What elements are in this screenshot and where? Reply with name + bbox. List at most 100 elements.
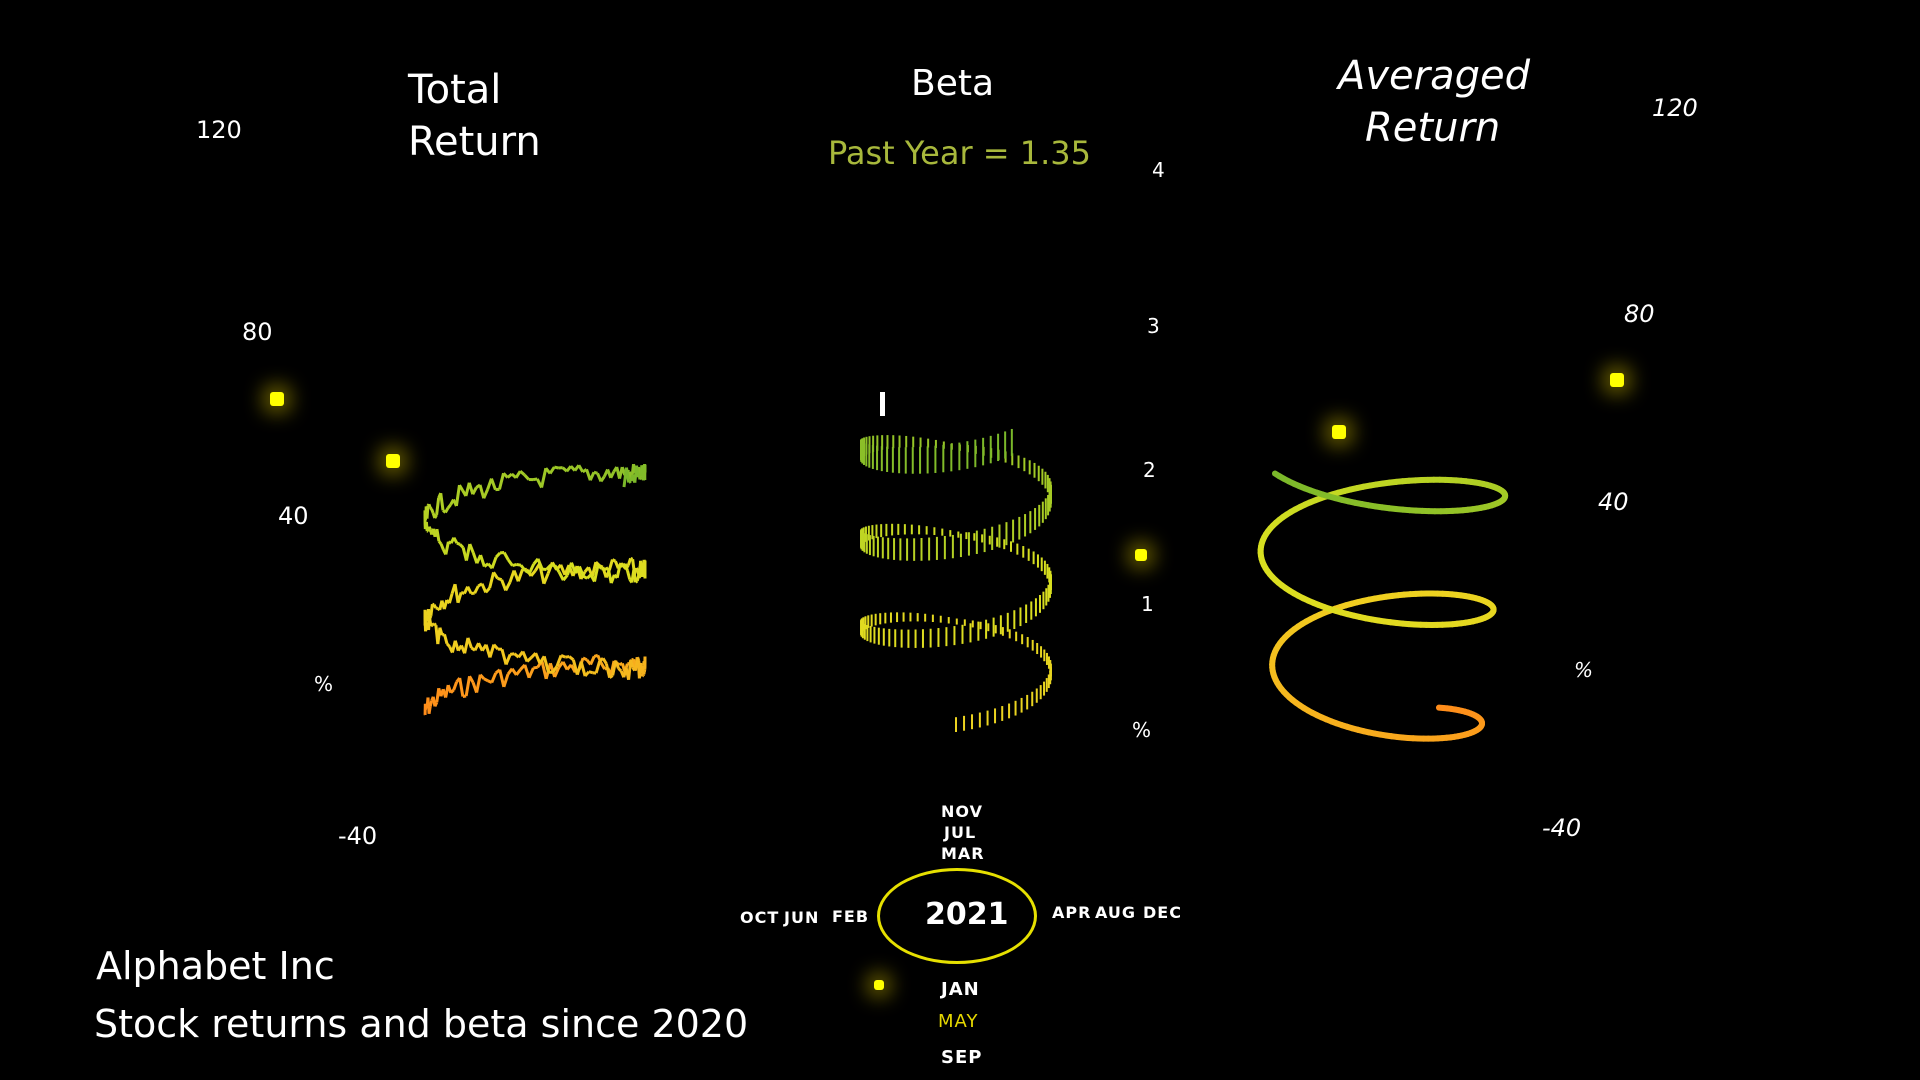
total-return-segment bbox=[429, 603, 434, 617]
ar-tick-pct: % bbox=[1574, 658, 1594, 682]
total-return-segment bbox=[484, 586, 491, 594]
beta-bar bbox=[892, 435, 895, 449]
total-return-segment bbox=[601, 567, 606, 571]
total-return-segment bbox=[484, 644, 492, 658]
total-return-segment bbox=[512, 563, 518, 568]
total-return-segment bbox=[504, 581, 512, 592]
total-return-segment bbox=[461, 547, 468, 561]
month-nov[interactable]: NOV bbox=[941, 802, 983, 821]
total-return-segment bbox=[536, 558, 544, 570]
total-return-segment bbox=[611, 660, 618, 676]
month-dec[interactable]: DEC bbox=[1143, 903, 1182, 922]
total-return-segment bbox=[553, 564, 561, 573]
beta-bar bbox=[1036, 554, 1039, 568]
beta-bar bbox=[905, 435, 908, 448]
total-return-segment bbox=[448, 646, 454, 654]
beta-bar bbox=[868, 535, 871, 556]
month-feb[interactable]: FEB bbox=[832, 907, 870, 926]
month-aug[interactable]: AUG bbox=[1095, 903, 1137, 922]
total-return-segment bbox=[513, 652, 520, 659]
total-return-segment bbox=[528, 563, 536, 574]
total-return-segment bbox=[598, 657, 605, 663]
total-return-segment bbox=[430, 508, 435, 514]
beta-bar bbox=[1019, 607, 1022, 627]
beta-tick-1: 1 bbox=[1141, 592, 1154, 616]
beta-bar bbox=[945, 627, 948, 647]
month-jul[interactable]: JUL bbox=[944, 823, 977, 842]
total-return-segment bbox=[432, 603, 438, 609]
month-oct[interactable]: OCT bbox=[740, 908, 780, 927]
beta-axis-marker bbox=[1135, 549, 1147, 561]
month-sep[interactable]: SEP bbox=[941, 1047, 983, 1068]
chart-caption: Stock returns and beta since 2020 bbox=[94, 1002, 749, 1046]
beta-bar bbox=[1033, 462, 1036, 478]
beta-bar bbox=[880, 524, 883, 538]
month-jun[interactable]: JUN bbox=[784, 908, 820, 927]
beta-bar bbox=[994, 708, 997, 724]
total-return-segment bbox=[619, 670, 626, 678]
beta-bar bbox=[903, 524, 906, 535]
beta-bar bbox=[887, 537, 890, 560]
beta-bar bbox=[966, 441, 969, 469]
beta-bar bbox=[888, 628, 891, 647]
beta-bar bbox=[996, 537, 999, 547]
total-return-segment bbox=[434, 625, 440, 645]
beta-bar bbox=[881, 435, 884, 450]
total-return-segment bbox=[427, 705, 432, 715]
total-return-segment bbox=[586, 573, 592, 580]
total-return-segment bbox=[638, 476, 643, 481]
month-apr[interactable]: APR bbox=[1052, 903, 1092, 922]
total-return-segment bbox=[622, 467, 628, 488]
total-return-segment bbox=[551, 665, 559, 674]
month-mar[interactable]: MAR bbox=[941, 844, 985, 863]
beta-bar bbox=[1031, 639, 1034, 651]
total-return-segment bbox=[588, 670, 593, 675]
beta-bar bbox=[934, 445, 937, 473]
beta-bar bbox=[1010, 428, 1013, 456]
beta-bar bbox=[907, 629, 910, 648]
beta-bar bbox=[1038, 504, 1041, 527]
beta-bar bbox=[941, 528, 944, 536]
total-return-segment bbox=[599, 475, 606, 483]
total-return-segment bbox=[492, 571, 499, 580]
beta-bar bbox=[1011, 453, 1014, 466]
total-return-segment bbox=[642, 671, 646, 675]
total-return-title-line1: Total bbox=[408, 67, 502, 113]
total-return-segment bbox=[630, 557, 634, 561]
total-return-segment bbox=[642, 661, 646, 666]
total-return-segment bbox=[555, 654, 563, 667]
beta-bar bbox=[872, 535, 875, 557]
total-return-segment bbox=[487, 562, 494, 570]
beta-bar bbox=[957, 531, 960, 538]
ar-tick-neg40: -40 bbox=[1542, 814, 1582, 842]
beta-bar bbox=[1047, 584, 1050, 602]
total-return-segment bbox=[458, 484, 464, 492]
total-return-segment bbox=[516, 568, 524, 582]
total-return-segment bbox=[479, 673, 486, 680]
beta-bar bbox=[929, 628, 932, 648]
beta-bar bbox=[986, 710, 989, 726]
total-return-segment bbox=[540, 467, 548, 488]
beta-bar bbox=[969, 623, 972, 643]
total-return-segment bbox=[494, 551, 502, 559]
tr-tick-120: 120 bbox=[196, 116, 242, 144]
total-return-segment bbox=[475, 674, 482, 693]
total-return-segment bbox=[429, 506, 433, 511]
total-return-segment bbox=[533, 665, 538, 670]
year-selector-ring[interactable] bbox=[877, 868, 1037, 964]
total-return-segment bbox=[482, 488, 489, 499]
month-may[interactable]: MAY bbox=[938, 1011, 979, 1032]
month-jan[interactable]: JAN bbox=[941, 979, 980, 1000]
beta-bar bbox=[1004, 431, 1007, 459]
year-label[interactable]: 2021 bbox=[925, 897, 1009, 932]
beta-bar bbox=[988, 535, 991, 545]
beta-bar bbox=[1049, 481, 1052, 500]
averaged-return-title-line2: Return bbox=[1365, 105, 1501, 151]
averaged-return-title-line1: Averaged bbox=[1338, 53, 1530, 99]
beta-bar bbox=[1025, 604, 1028, 623]
beta-bar bbox=[877, 627, 880, 645]
beta-bar bbox=[1009, 541, 1012, 552]
beta-bar-helix bbox=[860, 392, 1052, 732]
beta-bar bbox=[893, 538, 896, 560]
beta-bar bbox=[947, 617, 950, 624]
